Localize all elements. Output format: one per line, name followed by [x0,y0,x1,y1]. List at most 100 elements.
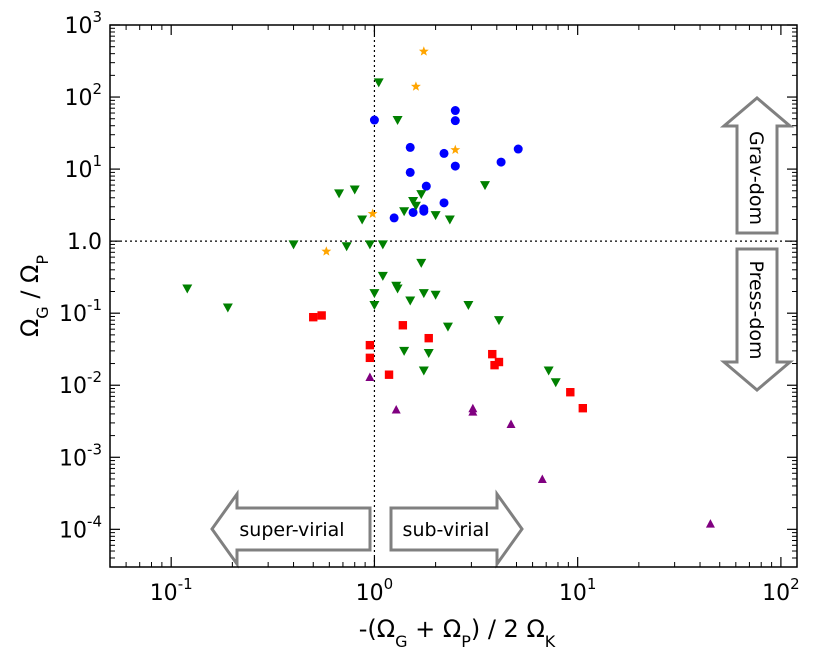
x-tick-label: 101 [559,575,597,606]
red-square-point [494,357,504,367]
y-tick-label: 10-2 [59,368,102,399]
purple-triangles-up-point [705,519,715,528]
orange-star-point [418,46,429,56]
super-virial-label: super-virial [239,519,344,541]
press-dom-arrow: Press-dom [719,247,795,392]
red-square-point [488,349,497,359]
orange-star-point [321,246,332,256]
purple-triangles-up-point [537,474,547,483]
green-triangles-down-point [405,296,416,306]
green-triangles-down-point [373,78,384,88]
red-square-point [365,340,375,350]
green-triangles-down-point [463,300,474,310]
red-square-point [490,360,499,370]
blue-circle-point [419,206,429,216]
blue-circle-point [513,144,523,154]
green-triangles-down-point [369,289,380,299]
blue-circle-point [439,148,449,158]
red-square-point [317,311,326,320]
series-red-squares [309,311,588,413]
series-purple-triangles-up [365,372,715,528]
up-arrow-shape [719,96,795,235]
blue-circle-point [450,161,460,171]
blue-circle-point [369,115,379,125]
y-tick-label: 102 [64,80,102,111]
green-triangles-down-point [222,303,233,313]
green-triangles-down-point [442,322,453,332]
blue-circle-point [421,181,431,191]
green-triangles-down-point [543,366,554,376]
green-triangles-down-point [392,284,403,294]
green-triangles-down-point [357,215,368,225]
green-triangles-down-point [399,207,410,217]
y-axis-label: ΩG / ΩP [16,255,52,337]
green-triangles-down-point [369,300,380,310]
red-square-point [309,312,318,322]
y-tick-label: 10-1 [59,296,102,327]
blue-circle-point [439,198,449,208]
blue-circle-point [496,157,506,167]
green-triangles-down-point [430,290,441,300]
green-triangles-down-point [334,189,345,199]
green-triangles-down-point [349,185,360,195]
purple-triangles-up-point [506,419,516,428]
down-arrow-shape [719,247,795,392]
plot-frame [109,24,798,568]
super-virial-arrow: super-virial [210,489,372,569]
blue-circle-point [408,207,418,217]
purple-triangles-up-point [391,405,401,414]
orange-star-point [410,81,421,91]
sub-virial-label: sub-virial [403,519,490,541]
green-triangles-down-point [408,197,419,207]
grav-dom-arrow: Grav-dom [719,96,795,235]
green-triangles-down-point [430,211,441,221]
blue-circle-point [450,116,460,126]
series-blue-circles [369,106,523,223]
press-dom-label: Press-dom [745,260,767,359]
series-green-triangles-down [182,78,561,388]
green-triangles-down-point [444,215,455,225]
blue-circle-point [405,167,415,177]
orange-star-point [450,144,461,155]
data-points [182,46,715,528]
green-triangles-down-point [288,240,299,250]
green-triangles-down-point [416,258,427,268]
blue-circle-point [405,142,415,152]
green-triangles-down-point [550,378,561,388]
green-triangles-down-point [182,284,193,294]
red-square-point [566,388,575,397]
sub-virial-arrow: sub-virial [389,489,524,569]
right-arrow-shape [389,489,524,569]
blue-circle-point [389,213,399,223]
y-tick-label: 101 [64,152,102,183]
purple-triangles-up-point [365,372,375,382]
green-triangles-down-point [377,240,388,250]
green-triangles-down-point [341,242,352,252]
blue-circle-point [450,106,460,116]
series-orange-stars [321,46,461,256]
grav-dom-label: Grav-dom [745,131,767,225]
y-tick-label: 103 [64,8,102,39]
left-arrow-shape [210,489,372,569]
green-triangles-down-point [416,190,427,200]
y-tick-label: 10-4 [59,512,102,543]
axis-ticks: 10-1 100 101 102 10-4 10-3 10-2 10-1 1.0 101 102 10… [59,8,800,606]
x-tick-label: 10-1 [150,575,193,606]
plot-area-background [110,25,797,567]
green-triangles-down-point [480,181,491,191]
green-triangles-down-point [377,271,388,281]
green-triangles-down-point [364,240,375,250]
x-axis-label: -(ΩG + ΩP) / 2 ΩK [359,615,556,651]
red-square-point [398,321,408,330]
red-square-point [578,404,588,413]
y-tick-label: 1.0 [67,230,102,255]
green-triangles-down-point [418,366,429,376]
green-triangles-down-point [423,349,434,359]
green-triangles-down-point [410,201,421,211]
y-tick-label: 10-3 [59,440,102,471]
green-triangles-down-point [418,289,429,299]
x-tick-label: 100 [356,575,394,606]
x-tick-label: 102 [762,575,800,606]
green-triangles-down-point [493,316,504,326]
